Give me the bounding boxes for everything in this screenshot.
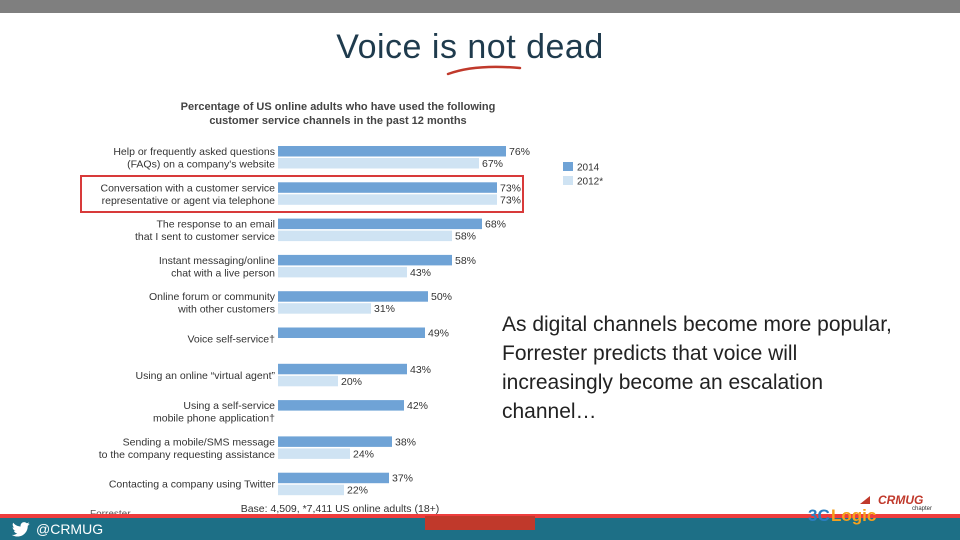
bar-value-label: 43%	[410, 364, 431, 376]
bar-2012	[278, 194, 497, 205]
highlight-box	[80, 175, 524, 213]
bar-value-label: 58%	[455, 255, 476, 267]
bar-value-label: 42%	[407, 400, 428, 412]
slide-title: Voice is not dead	[336, 28, 604, 66]
category-label: (FAQs) on a company's website	[127, 159, 275, 171]
bar-2012	[278, 303, 371, 314]
category-label: Help or frequently asked questions	[113, 146, 275, 158]
chart-title-line-2: customer service channels in the past 12…	[209, 115, 466, 127]
bar-value-label: 22%	[347, 485, 368, 497]
bar-2014	[278, 182, 497, 193]
category-label: Instant messaging/online	[159, 255, 275, 267]
legend-swatch	[563, 162, 573, 171]
category-label: Using an online “virtual agent”	[136, 370, 276, 382]
bar-value-label: 24%	[353, 448, 374, 460]
category-label: representative or agent via telephone	[102, 195, 276, 207]
twitter-handle[interactable]: @CRMUG	[12, 520, 103, 538]
bar-2014	[278, 363, 407, 375]
category-label: The response to an email	[157, 219, 275, 231]
category-label: Voice self-service†	[187, 334, 275, 346]
category-label: Conversation with a customer service	[101, 182, 276, 194]
bar-2012	[278, 230, 452, 242]
bar-2014	[278, 327, 425, 338]
bar-value-label: 31%	[374, 303, 395, 315]
bar-value-label: 67%	[482, 158, 503, 170]
chart-title-line-1: Percentage of US online adults who have …	[181, 101, 496, 113]
bar-value-label: 37%	[392, 473, 413, 485]
logo-crmug-text: CRMUG	[878, 493, 923, 507]
logo-chapter-text: chapter	[912, 506, 932, 512]
bar-2014	[278, 291, 428, 302]
chart-base-note: Base: 4,509, *7,411 US online adults (18…	[241, 503, 440, 515]
top-bar	[0, 0, 960, 13]
category-label: Online forum or community	[149, 291, 276, 303]
legend-swatch	[563, 176, 573, 185]
twitter-bird-icon	[12, 521, 30, 537]
bar-2014	[278, 436, 392, 447]
logo-logic-text: Logic	[831, 506, 876, 525]
legend-label: 2012*	[577, 177, 603, 188]
bar-value-label: 68%	[485, 219, 506, 231]
crmug-3clogic-logo: CRMUG chapter 3C Logic	[808, 493, 932, 525]
bar-value-label: 50%	[431, 291, 452, 303]
title-underline-swoosh	[446, 65, 522, 76]
category-label: with other customers	[177, 304, 275, 316]
bar-2012	[278, 484, 344, 496]
category-label: Sending a mobile/SMS message	[123, 436, 275, 448]
category-label: Contacting a company using Twitter	[109, 479, 276, 491]
bar-value-label: 38%	[395, 436, 416, 448]
category-label: to the company requesting assistance	[99, 449, 275, 461]
bar-2014	[278, 218, 482, 230]
body-text: As digital channels become more popular,…	[502, 313, 892, 423]
bar-2012	[278, 158, 479, 169]
bar-2012	[278, 448, 350, 459]
bar-2012	[278, 375, 338, 387]
legend-label: 2014	[577, 163, 600, 174]
category-label: chat with a live person	[171, 267, 275, 279]
bar-2014	[278, 400, 404, 411]
channel-usage-chart: Percentage of US online adults who have …	[80, 101, 603, 520]
twitter-handle-text: @CRMUG	[36, 521, 104, 537]
bar-value-label: 73%	[500, 194, 521, 206]
bar-value-label: 73%	[500, 182, 521, 194]
bar-2014	[278, 254, 452, 266]
bar-value-label: 49%	[428, 328, 449, 340]
footer-accent-block	[425, 516, 535, 530]
bar-2014	[278, 146, 506, 157]
bar-value-label: 20%	[341, 376, 362, 388]
bar-2012	[278, 266, 407, 278]
bar-value-label: 58%	[455, 231, 476, 243]
category-label: mobile phone application†	[153, 413, 275, 425]
bar-value-label: 76%	[509, 146, 530, 158]
logo-3c-text: 3C	[808, 506, 830, 525]
bar-2014	[278, 472, 389, 484]
bar-value-label: 43%	[410, 267, 431, 279]
category-label: Using a self-service	[183, 400, 275, 412]
category-label: that I sent to customer service	[135, 231, 275, 243]
